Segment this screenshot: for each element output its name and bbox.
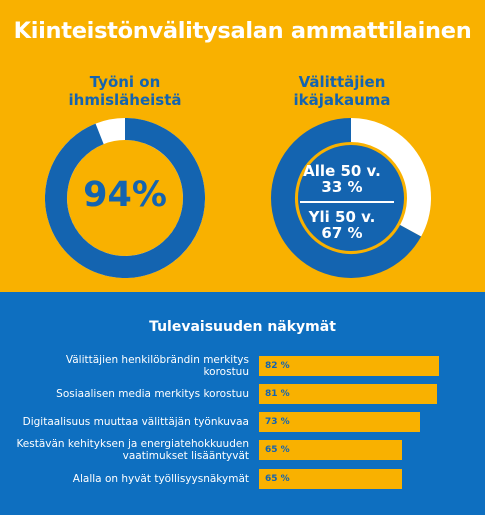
donut1-title-line: ihmisläheistä [68,91,182,109]
donut1-title: Työni on ihmisläheistä [45,73,205,109]
bar-category-label: Välittäjien henkilöbrändin merkitys koros… [9,354,249,378]
main-title: Kiinteistönvälitysalan ammattilainen [13,18,472,44]
bar-value-label: 65 % [265,445,290,455]
donut2-divider [300,201,394,203]
bar-category-label-line: vaatimukset lisääntyvät [122,450,249,462]
bar [259,469,402,489]
bar-category-label: Kestävän kehityksen ja energiatehokkuude… [9,438,249,462]
bar-category-label-line: Alalla on hyvät työllisyysnäkymät [72,473,249,485]
bar-category-label-line: Kestävän kehityksen ja energiatehokkuude… [16,438,249,450]
bar-category-label-line: Sosiaalisen media merkitys korostuu [56,388,249,400]
donut2-label-line: 33 % [321,178,363,196]
bar-value-label: 73 % [265,417,290,427]
donut1-slice-main [45,118,205,278]
donut2-label-line: Yli 50 v. [308,208,376,226]
bar-value-label: 81 % [265,389,290,399]
donut2-label-under-50: Alle 50 v. 33 % [282,163,402,195]
bar-category-label: Sosiaalisen media merkitys korostuu [9,388,249,400]
bar-category-label: Digitaalisuus muuttaa välittäjän työnkuv… [9,416,249,428]
donut2-chart [271,118,431,278]
donut2-slice-over-50 [271,118,422,278]
donut1-center-value: 94% [83,175,167,215]
donut2-label-over-50: Yli 50 v. 67 % [282,209,402,241]
bar-category-label-line: Välittäjien henkilöbrändin merkitys [65,354,249,366]
bar-value-label: 82 % [265,361,290,371]
bar [259,412,420,432]
donut1-chart [45,118,205,278]
donut2-center-disc [298,145,404,251]
donut2-title: Välittäjien ikäjakauma [262,73,422,109]
donut2-slice-under-50 [350,118,431,237]
bar-category-label-line: korostuu [203,366,249,378]
bar [259,356,440,376]
bar [259,384,438,404]
donut2-label-line: Alle 50 v. [303,162,381,180]
bar [259,440,402,460]
bar-chart-title: Tulevaisuuden näkymät [149,319,336,335]
donut2-title-line: ikäjakauma [293,91,391,109]
bar-value-label: 65 % [265,474,290,484]
bar-category-label: Alalla on hyvät työllisyysnäkymät [9,473,249,485]
donut2-label-line: 67 % [321,224,363,242]
donut2-title-line: Välittäjien [298,73,386,91]
donut1-title-line: Työni on [89,73,161,91]
bar-category-label-line: Digitaalisuus muuttaa välittäjän työnkuv… [22,416,249,428]
